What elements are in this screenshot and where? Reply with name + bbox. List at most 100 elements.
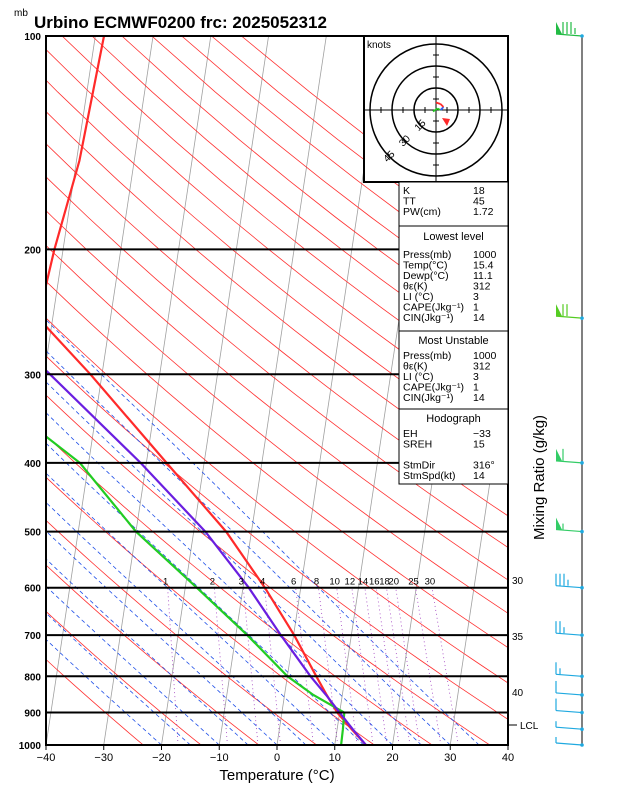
wind-barb-pennant xyxy=(556,517,562,530)
wind-barb-staff xyxy=(555,33,583,37)
moist-adiabat-line xyxy=(46,638,162,745)
unstable-label: CIN(Jkg⁻¹) xyxy=(403,392,453,404)
mixing-ratio-line xyxy=(395,587,421,745)
mixing-ratio-line xyxy=(351,587,374,745)
moist-adiabat-line xyxy=(46,530,278,745)
wind-barb-dot xyxy=(580,674,584,679)
mixing-ratio-line xyxy=(318,587,339,745)
pressure-tick-label: 1000 xyxy=(19,741,42,752)
hodograph-segment xyxy=(439,103,445,108)
wind-barb xyxy=(555,737,584,747)
wind-barb xyxy=(555,22,584,38)
chart-title: Urbino ECMWF0200 frc: 2025052312 xyxy=(34,13,327,32)
isotherm-line xyxy=(161,36,269,745)
x-tick-label: −30 xyxy=(94,752,113,764)
lowest-label: θε(K) xyxy=(403,281,428,293)
unstable-label: CAPE(Jkg⁻¹) xyxy=(403,382,464,394)
pressure-tick-label: 200 xyxy=(24,245,41,256)
hodograph-ring xyxy=(369,43,503,177)
unstable-value: 312 xyxy=(473,361,491,373)
wind-barb-staff xyxy=(555,632,583,636)
lowest-value: 14 xyxy=(473,312,485,324)
hodo-index-label: StmSpd(kt) xyxy=(403,470,456,482)
mixing-ratio-line xyxy=(375,587,400,745)
mixing-ratio-label: 20 xyxy=(388,577,399,588)
wind-barb-pennant xyxy=(556,304,562,317)
pressure-tick-label: 100 xyxy=(24,32,41,43)
mixing-ratio-line xyxy=(242,587,259,745)
dry-adiabat-line xyxy=(46,143,508,517)
dry-adiabat-line xyxy=(46,79,508,456)
dry-adiabat-line xyxy=(46,317,508,684)
x-tick-label: 0 xyxy=(274,752,280,764)
unstable-label: θε(K) xyxy=(403,361,428,373)
x-tick-label: −10 xyxy=(210,752,229,764)
wind-barb xyxy=(555,680,584,697)
unstable-value: 1 xyxy=(473,382,479,394)
dry-adiabat-line xyxy=(46,210,508,581)
dry-adiabat-line xyxy=(46,48,508,427)
lowest-label: Press(mb) xyxy=(403,249,451,261)
lowest-value: 1000 xyxy=(473,249,497,261)
hodograph-segment xyxy=(437,107,441,111)
wind-barb-staff xyxy=(555,528,583,533)
isotherm-line xyxy=(507,742,508,745)
index-value: 1.72 xyxy=(473,206,494,218)
lowest-label: Temp(°C) xyxy=(403,260,447,272)
dry-adiabat-line xyxy=(46,658,144,745)
wind-barb-pennant xyxy=(556,448,562,461)
pressure-tick-label: 900 xyxy=(24,709,41,720)
wind-barb-dot xyxy=(580,461,584,465)
hodograph-segment xyxy=(432,107,438,113)
indices-box-top xyxy=(398,181,509,227)
hodo-index-value: −33 xyxy=(473,428,491,440)
lowest-level-title: Lowest level xyxy=(423,231,484,243)
lcl-label: LCL xyxy=(520,721,539,732)
wind-barb-staff xyxy=(555,460,583,464)
wind-barb xyxy=(555,662,584,679)
wind-barb-pennant xyxy=(556,22,562,34)
unstable-label: LI (°C) xyxy=(403,371,433,383)
mixing-ratio-label: 18 xyxy=(379,577,390,588)
x-tick-label: 10 xyxy=(329,752,341,764)
mixing-ratio-line xyxy=(386,587,411,745)
dry-adiabat-line xyxy=(46,355,508,720)
mixing-ratio-label: 8 xyxy=(314,577,319,588)
theta-e-label: 40 xyxy=(512,688,524,699)
theta-e-label: 30 xyxy=(512,576,524,587)
dry-adiabat-line xyxy=(46,519,317,745)
wind-barb-dot xyxy=(580,529,584,534)
pressure-tick-label: 600 xyxy=(24,584,41,595)
mixing-ratio-label: 12 xyxy=(345,577,356,588)
x-tick-label: 40 xyxy=(502,752,514,764)
isotherm-line xyxy=(46,36,154,745)
wind-barb xyxy=(555,517,584,534)
hodo-index-value: 15 xyxy=(473,439,485,451)
unstable-label: Press(mb) xyxy=(403,350,451,362)
index-label: PW(cm) xyxy=(403,206,441,218)
isotherm-line xyxy=(103,36,212,745)
wind-barb-staff xyxy=(555,315,583,319)
moist-adiabat-line xyxy=(46,558,249,745)
hodo-index-label: EH xyxy=(403,428,418,440)
mixing-ratio-line xyxy=(415,587,442,745)
mixing-ratio-label: 30 xyxy=(425,577,436,588)
lowest-label: LI (°C) xyxy=(403,291,433,303)
moist-adiabat-line xyxy=(46,472,336,745)
moist-adiabat-line xyxy=(46,612,191,745)
mixing-ratio-line xyxy=(336,587,358,745)
mixing-ratio-line xyxy=(431,587,459,745)
lowest-value: 312 xyxy=(473,281,491,293)
wind-barb-staff xyxy=(555,673,583,677)
isotherm-line xyxy=(46,36,96,366)
dry-adiabat-line xyxy=(46,434,433,745)
index-label: TT xyxy=(403,196,416,208)
dry-adiabat-line xyxy=(61,36,508,398)
moist-adiabat-line xyxy=(46,442,364,745)
dry-adiabat-line xyxy=(46,244,508,614)
lowest-label: CIN(Jkg⁻¹) xyxy=(403,312,453,324)
isotherm-line xyxy=(566,36,618,745)
unstable-value: 1000 xyxy=(473,350,497,362)
lowest-value: 1 xyxy=(473,302,479,314)
wind-barb-dot xyxy=(580,34,584,38)
